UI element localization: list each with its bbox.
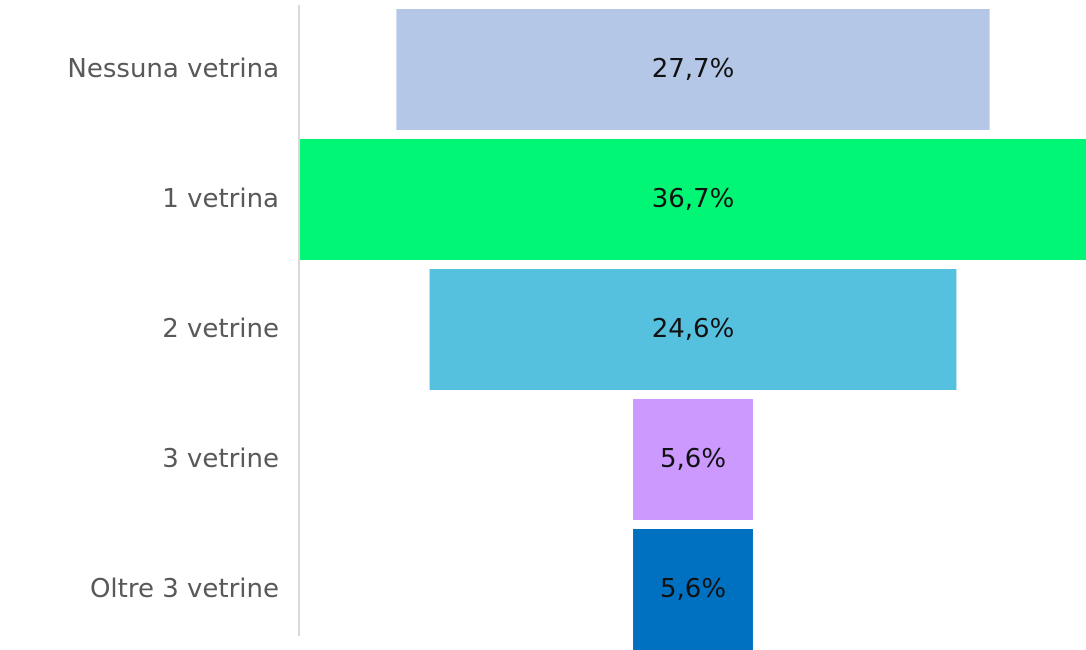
value-label: 27,7% — [652, 54, 735, 84]
category-label: 3 vetrine — [162, 444, 279, 474]
funnel-bar — [633, 399, 753, 520]
category-label: 2 vetrine — [162, 314, 279, 344]
value-label: 5,6% — [660, 574, 726, 604]
category-label: 1 vetrina — [162, 184, 279, 214]
funnel-bar — [633, 529, 753, 650]
value-label: 24,6% — [652, 314, 735, 344]
category-label: Oltre 3 vetrine — [90, 574, 279, 604]
value-label: 5,6% — [660, 444, 726, 474]
funnel-bar — [300, 139, 1086, 260]
funnel-bar — [429, 269, 957, 390]
value-label: 36,7% — [652, 184, 735, 214]
funnel-bar — [396, 9, 990, 130]
category-label: Nessuna vetrina — [67, 54, 279, 84]
